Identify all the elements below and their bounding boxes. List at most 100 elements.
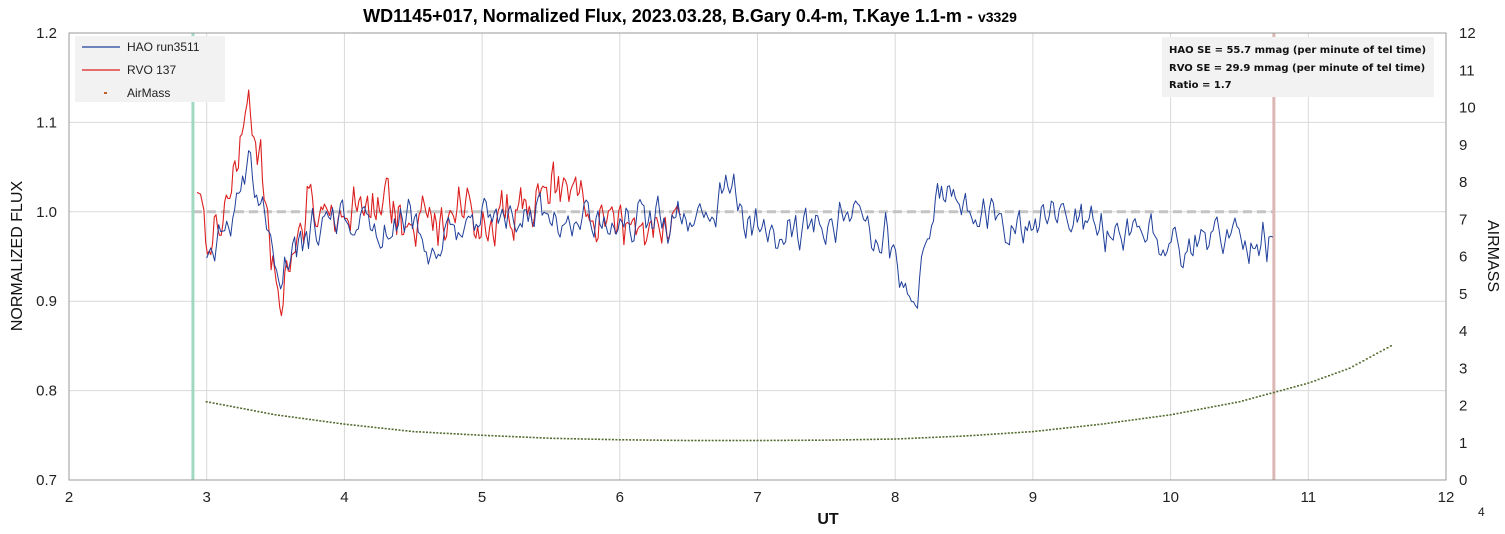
airmass-point: [491, 434, 494, 437]
airmass-point: [1014, 431, 1017, 434]
airmass-point: [570, 437, 573, 440]
airmass-point: [1207, 406, 1210, 409]
airmass-point: [1155, 415, 1158, 418]
airmass-point: [1186, 410, 1189, 413]
airmass-point: [1228, 402, 1231, 405]
airmass-point: [636, 439, 638, 441]
airmass-point: [1307, 382, 1310, 384]
x-tick-label: 11: [1301, 489, 1317, 506]
airmass-point: [1345, 368, 1348, 371]
airmass-point: [463, 433, 466, 436]
airmass-point: [333, 421, 336, 424]
airmass-point: [715, 439, 718, 442]
airmass-point: [212, 402, 215, 404]
airmass-point: [470, 433, 473, 436]
airmass-point: [1173, 413, 1175, 415]
airmass-point: [250, 409, 253, 411]
airmass-point: [746, 439, 749, 442]
series-airmass: [205, 345, 1392, 442]
airmass-point: [663, 439, 666, 442]
y-tick-label: 0.8: [36, 383, 57, 400]
airmass-point: [994, 433, 996, 435]
airmass-point: [1145, 417, 1148, 419]
airmass-point: [295, 416, 298, 419]
airmass-point: [501, 435, 504, 437]
airmass-point: [708, 439, 711, 442]
airmass-point: [1000, 432, 1003, 435]
airmass-point: [563, 437, 566, 440]
airmass-point: [739, 439, 742, 442]
airmass-point: [1331, 373, 1334, 376]
airmass-point: [887, 438, 890, 440]
y-tick-label: 1.0: [36, 204, 57, 221]
airmass-point: [921, 437, 924, 439]
airmass-point: [1358, 361, 1361, 364]
airmass-point: [835, 439, 838, 441]
airmass-point: [1049, 428, 1052, 431]
airmass-point: [925, 436, 928, 439]
airmass-point: [952, 435, 955, 438]
airmass-point: [818, 439, 821, 441]
airmass-point: [945, 436, 948, 438]
airmass-point: [1369, 356, 1372, 358]
airmass-point: [911, 437, 914, 440]
airmass-point: [1021, 431, 1024, 433]
corner-note: 4: [1478, 505, 1485, 519]
airmass-point: [780, 439, 783, 442]
airmass-point: [322, 420, 325, 423]
airmass-point: [422, 431, 425, 433]
airmass-point: [846, 439, 848, 441]
airmass-point: [849, 439, 852, 441]
airmass-point: [312, 419, 315, 421]
stats-annotation: HAO SE = 55.7 mmag (per minute of tel ti…: [1162, 37, 1434, 97]
x-tick-label: 10: [1162, 489, 1179, 506]
y2-tick-label: 12: [1459, 25, 1476, 42]
airmass-point: [1297, 385, 1299, 387]
airmass-point: [667, 439, 669, 442]
airmass-point: [1083, 425, 1086, 427]
airmass-point: [880, 438, 883, 440]
airmass-point: [1317, 378, 1320, 381]
airmass-point: [302, 417, 305, 420]
airmass-point: [1210, 406, 1213, 408]
airmass-point: [959, 435, 962, 437]
airmass-point: [605, 438, 607, 441]
vertical-markers: [191, 33, 1276, 480]
airmass-point: [773, 439, 776, 442]
airmass-point: [1169, 414, 1172, 416]
airmass-point: [1293, 386, 1296, 388]
airmass-point: [1093, 424, 1096, 426]
y2-tick-label: 2: [1459, 398, 1467, 415]
airmass-point: [949, 435, 952, 438]
x-tick-label: 5: [478, 489, 486, 506]
airmass-point: [481, 434, 484, 437]
airmass-point: [429, 431, 432, 434]
airmass-point: [278, 414, 280, 417]
airmass-point: [732, 439, 735, 442]
airmass-point: [1238, 401, 1241, 403]
airmass-point: [460, 433, 463, 435]
airmass-point: [1286, 387, 1289, 390]
airmass-point: [574, 438, 576, 440]
airmass-point: [271, 413, 274, 415]
airmass-point: [247, 408, 249, 411]
airmass-point: [698, 439, 700, 442]
chart-title-version: v3329: [978, 9, 1017, 25]
airmass-point: [842, 439, 845, 441]
airmass-point: [1372, 354, 1375, 356]
airmass-point: [360, 425, 363, 427]
airmass-point: [1204, 407, 1206, 410]
y2-tick-label: 4: [1459, 323, 1467, 340]
airmass-point: [1076, 425, 1079, 428]
airmass-point: [753, 439, 756, 442]
airmass-point: [615, 438, 618, 441]
airmass-point: [1328, 374, 1330, 377]
airmass-point: [1121, 420, 1124, 423]
series-line-rvo-137: [196, 89, 682, 317]
airmass-point: [804, 439, 807, 442]
airmass-point: [1383, 348, 1385, 351]
airmass-point: [759, 439, 762, 442]
airmass-point: [997, 433, 1000, 435]
airmass-point: [401, 429, 404, 432]
airmass-point: [1269, 392, 1272, 395]
